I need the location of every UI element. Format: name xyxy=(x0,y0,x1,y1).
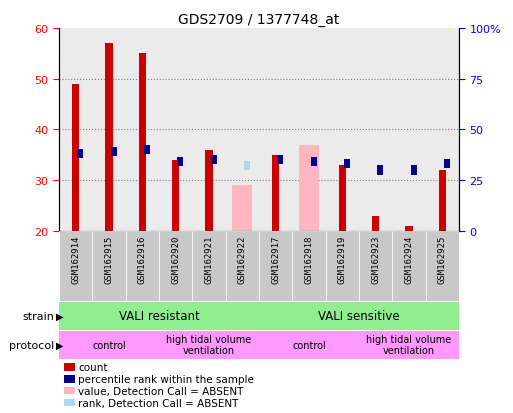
Text: GSM162920: GSM162920 xyxy=(171,235,180,283)
Text: GSM162922: GSM162922 xyxy=(238,235,247,283)
Bar xyxy=(278,156,283,165)
Text: count: count xyxy=(78,362,108,372)
Bar xyxy=(299,145,319,231)
Text: GSM162915: GSM162915 xyxy=(105,235,113,283)
Text: control: control xyxy=(92,340,126,350)
Bar xyxy=(192,29,226,231)
Text: GSM162925: GSM162925 xyxy=(438,235,447,283)
Text: value, Detection Call = ABSENT: value, Detection Call = ABSENT xyxy=(78,386,244,396)
Text: GSM162916: GSM162916 xyxy=(138,235,147,283)
Text: percentile rank within the sample: percentile rank within the sample xyxy=(78,374,254,384)
Title: GDS2709 / 1377748_at: GDS2709 / 1377748_at xyxy=(179,12,340,26)
Bar xyxy=(139,54,146,231)
Bar xyxy=(59,331,159,359)
Text: control: control xyxy=(292,340,326,350)
Bar xyxy=(105,44,113,231)
Bar xyxy=(359,231,392,301)
Text: ▶: ▶ xyxy=(56,311,64,321)
Bar xyxy=(359,29,392,231)
Bar xyxy=(144,146,150,155)
Bar xyxy=(226,29,259,231)
Text: VALI sensitive: VALI sensitive xyxy=(318,309,400,323)
Text: high tidal volume
ventilation: high tidal volume ventilation xyxy=(366,334,452,356)
Bar xyxy=(77,150,83,159)
Bar xyxy=(59,231,92,301)
Bar xyxy=(292,29,326,231)
Bar xyxy=(59,29,92,231)
Bar xyxy=(292,231,326,301)
Bar xyxy=(172,160,180,231)
Text: high tidal volume
ventilation: high tidal volume ventilation xyxy=(166,334,252,356)
Bar xyxy=(426,29,459,231)
Bar xyxy=(411,166,417,175)
Bar xyxy=(259,331,359,359)
Bar xyxy=(311,158,317,167)
Bar xyxy=(339,166,346,231)
Bar xyxy=(177,158,183,167)
Bar xyxy=(326,29,359,231)
Bar xyxy=(211,156,216,165)
Bar xyxy=(439,171,446,231)
Text: ▶: ▶ xyxy=(56,340,64,350)
Bar xyxy=(205,150,213,231)
Bar xyxy=(392,29,426,231)
Bar xyxy=(426,231,459,301)
Bar xyxy=(159,331,259,359)
Bar xyxy=(92,231,126,301)
Bar xyxy=(192,231,226,301)
Bar xyxy=(259,231,292,301)
Text: GSM162917: GSM162917 xyxy=(271,235,280,283)
Bar xyxy=(272,155,280,231)
Text: GSM162923: GSM162923 xyxy=(371,235,380,283)
Bar xyxy=(392,231,426,301)
Bar xyxy=(359,331,459,359)
Bar xyxy=(159,231,192,301)
Bar xyxy=(405,226,413,231)
Bar xyxy=(126,29,159,231)
Text: VALI resistant: VALI resistant xyxy=(119,309,200,323)
Bar xyxy=(259,29,292,231)
Text: rank, Detection Call = ABSENT: rank, Detection Call = ABSENT xyxy=(78,398,239,408)
Bar xyxy=(344,160,350,169)
Bar xyxy=(232,186,252,231)
Text: strain: strain xyxy=(22,311,54,321)
Bar xyxy=(159,29,192,231)
Bar xyxy=(59,302,259,330)
Bar xyxy=(259,302,459,330)
Bar xyxy=(111,148,116,157)
Bar xyxy=(226,231,259,301)
Bar xyxy=(378,166,383,175)
Bar xyxy=(372,216,380,231)
Bar xyxy=(72,85,80,231)
Bar xyxy=(311,158,317,167)
Bar xyxy=(92,29,126,231)
Bar xyxy=(126,231,159,301)
Text: GSM162918: GSM162918 xyxy=(305,235,313,283)
Text: GSM162924: GSM162924 xyxy=(405,235,413,283)
Bar xyxy=(444,160,450,169)
Text: GSM162919: GSM162919 xyxy=(338,235,347,283)
Text: GSM162914: GSM162914 xyxy=(71,235,80,283)
Text: protocol: protocol xyxy=(9,340,54,350)
Bar xyxy=(244,162,250,171)
Bar xyxy=(326,231,359,301)
Text: GSM162921: GSM162921 xyxy=(205,235,213,283)
